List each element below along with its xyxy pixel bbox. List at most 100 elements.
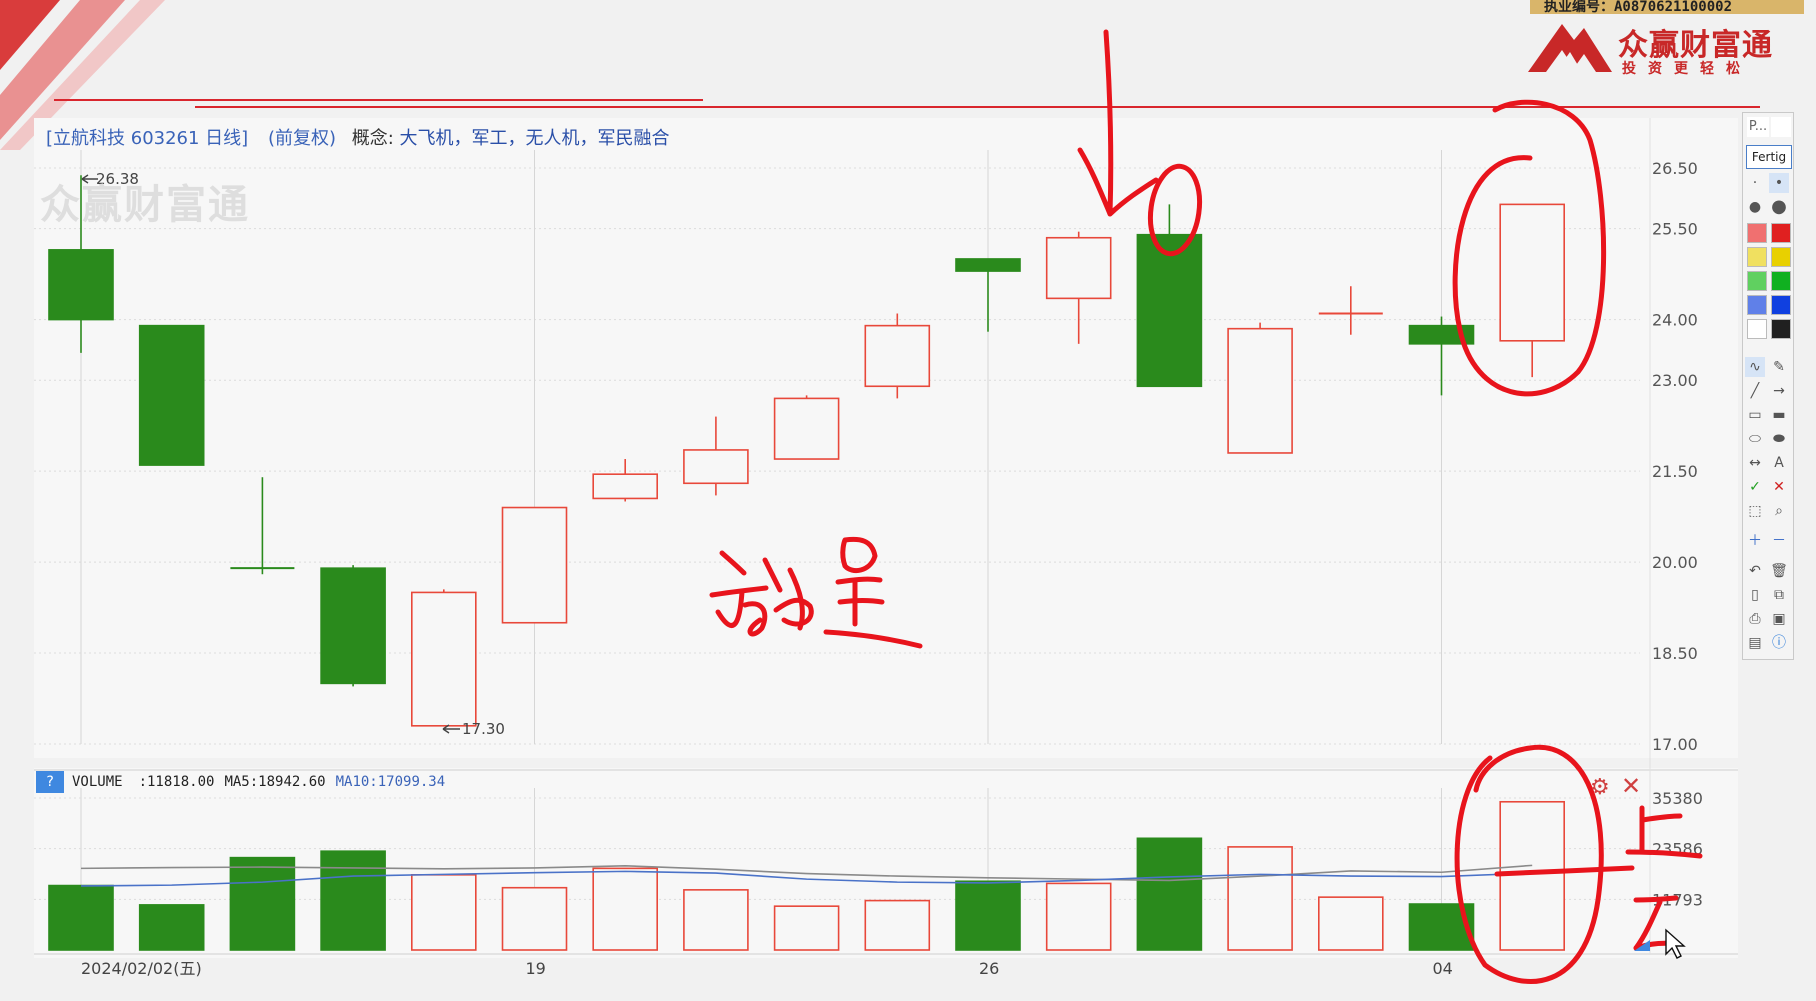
minus-icon[interactable]: － <box>1772 533 1786 549</box>
volume-bar <box>1318 896 1384 951</box>
price-tick-label: 18.50 <box>1652 644 1698 663</box>
new-page-icon[interactable]: ▯ <box>1751 587 1759 603</box>
peak-circle <box>1147 163 1203 257</box>
date-tick-label: 19 <box>526 959 546 978</box>
volume-bar <box>501 886 568 951</box>
candle-body <box>592 473 659 500</box>
zoom-icon[interactable]: ⌕ <box>1775 503 1783 519</box>
color-swatch[interactable] <box>1771 223 1791 243</box>
date-tick-label: 2024/02/02(五) <box>81 959 202 978</box>
filled-ellipse-icon[interactable]: ⬬ <box>1773 431 1785 447</box>
color-swatch[interactable] <box>1747 295 1767 315</box>
ellipse-icon[interactable]: ⬭ <box>1749 431 1761 447</box>
cross-icon[interactable]: ✕ <box>1773 479 1785 495</box>
volume-value: :11818.00 <box>138 774 215 790</box>
volume-bar <box>1499 800 1565 951</box>
brand-slogan: 投资更轻松 <box>1622 61 1752 77</box>
date-tick-label: 26 <box>979 959 999 978</box>
volume-bar <box>955 880 1021 951</box>
rectangle-icon[interactable]: ▭ <box>1748 407 1762 423</box>
concepts-label: 概念: <box>351 128 394 149</box>
copy-icon[interactable]: ⧉ <box>1774 587 1784 603</box>
ma5-value: MA5:18942.60 <box>224 774 326 790</box>
trash-icon[interactable]: 🗑 <box>1770 563 1788 579</box>
small-dot-icon[interactable]: · <box>1752 175 1758 191</box>
down-arrow-stroke <box>1077 29 1159 217</box>
color-swatch[interactable] <box>1747 223 1767 243</box>
candle-body <box>1227 327 1293 454</box>
text-icon[interactable]: A <box>1774 455 1784 471</box>
candle-body <box>138 324 205 466</box>
help-button[interactable]: ? <box>36 771 64 793</box>
moving-average-lines <box>80 864 1533 887</box>
screen-icon[interactable]: ▤ <box>1748 635 1762 651</box>
xlarge-dot-icon[interactable]: ● <box>1771 196 1787 217</box>
info-icon[interactable]: ⓘ <box>1772 635 1786 651</box>
volume-bar <box>138 904 205 951</box>
color-swatch[interactable] <box>1771 295 1791 315</box>
volume-bar <box>592 867 659 951</box>
volume-note-strokes <box>709 536 923 649</box>
date-tick-label: 04 <box>1433 959 1453 978</box>
high-price-label: 26.38 <box>96 170 139 188</box>
close-icon[interactable]: ✕ <box>1621 772 1642 800</box>
crop-icon[interactable]: ⬚ <box>1748 503 1762 519</box>
line-icon[interactable]: ╱ <box>1750 383 1760 399</box>
ma10-value: MA10:17099.34 <box>335 774 446 790</box>
brand-name: 众赢财富通 <box>1618 28 1773 63</box>
concepts-list: 大飞机，军工，无人机，军民融合 <box>399 128 670 149</box>
candle-body <box>410 591 477 727</box>
candle <box>501 506 568 624</box>
color-swatch[interactable] <box>1747 319 1767 339</box>
resize-corner-icon <box>1634 940 1650 951</box>
candle <box>683 416 749 496</box>
volume-bar <box>683 889 749 951</box>
plus-icon[interactable]: ＋ <box>1748 533 1762 549</box>
color-swatch[interactable] <box>1747 271 1767 291</box>
done-button[interactable]: Fertig <box>1746 145 1792 169</box>
volume-bar <box>229 856 296 951</box>
large-dot-icon[interactable]: ● <box>1748 199 1762 215</box>
color-swatch[interactable] <box>1771 247 1791 267</box>
candle-body <box>773 397 840 460</box>
candle <box>410 589 477 727</box>
freehand-icon[interactable]: ∿ <box>1745 357 1765 377</box>
price-tick-label: 24.00 <box>1652 311 1698 330</box>
candles <box>48 175 1565 727</box>
color-swatch[interactable] <box>1747 247 1767 267</box>
price-tick-label: 21.50 <box>1652 462 1698 481</box>
candle <box>1136 204 1203 388</box>
candle-body <box>955 258 1021 272</box>
candle <box>320 565 386 687</box>
check-icon[interactable]: ✓ <box>1749 479 1761 495</box>
print-icon[interactable]: ⎙ <box>1749 611 1761 627</box>
candle <box>1045 231 1112 344</box>
save-icon[interactable]: ▣ <box>1772 611 1786 627</box>
undo-icon[interactable]: ↶ <box>1749 563 1761 579</box>
stock-title[interactable]: [立航科技 603261 日线] <box>46 128 249 149</box>
filled-rectangle-icon[interactable]: ▬ <box>1772 407 1786 423</box>
corner-stripes <box>0 0 165 150</box>
arrow-icon[interactable]: → <box>1773 383 1785 399</box>
adjust-mode[interactable]: (前复权) <box>267 128 336 149</box>
volume-bar <box>1045 882 1112 951</box>
gear-icon[interactable]: ⚙ <box>1590 775 1610 800</box>
volume-bar <box>773 905 840 951</box>
toolbar-title: P... <box>1747 117 1769 137</box>
volume-bar <box>410 874 477 951</box>
candle-body <box>48 249 114 321</box>
double-arrow-icon[interactable]: ↔ <box>1749 455 1761 471</box>
color-swatch[interactable] <box>1771 319 1791 339</box>
candle <box>592 459 659 502</box>
color-swatch[interactable] <box>1771 271 1791 291</box>
toolbar-collapse-button[interactable] <box>1771 117 1791 137</box>
candle-body <box>864 324 931 388</box>
volume-indicator-name: VOLUME <box>72 774 123 790</box>
pen-icon[interactable]: ✎ <box>1773 359 1785 375</box>
volume-bar <box>1136 837 1203 951</box>
medium-dot-icon[interactable]: • <box>1769 173 1789 193</box>
candle <box>955 258 1021 332</box>
